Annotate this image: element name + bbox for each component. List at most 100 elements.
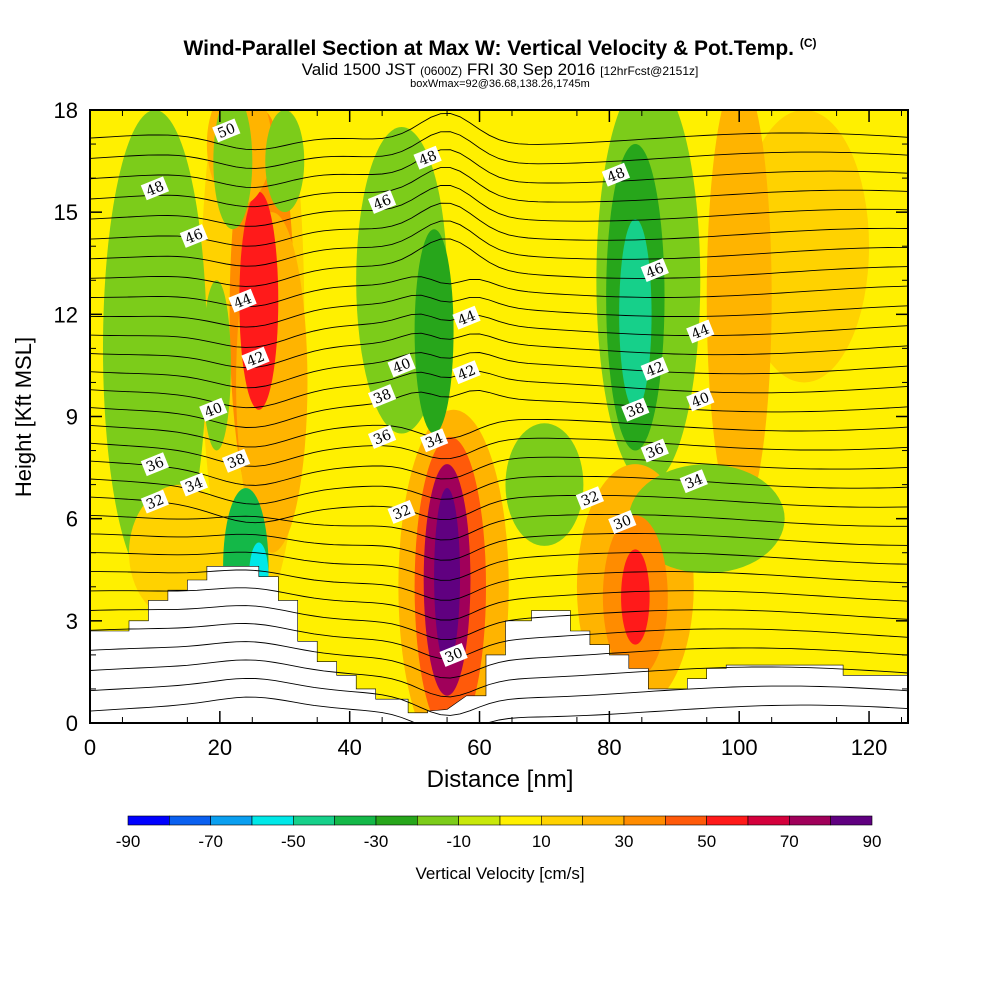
theta-label-text: 48 <box>605 165 628 187</box>
theta-label: 46 <box>179 224 209 248</box>
theta-label-box <box>140 452 170 477</box>
theta-label-text: 44 <box>689 322 712 344</box>
theta-label: 38 <box>621 397 650 422</box>
theta-isentrope <box>90 313 908 348</box>
w-cell <box>505 423 584 546</box>
chart-title-text: Wind-Parallel Section at Max W: Vertical… <box>183 37 794 60</box>
y-tick-label: 0 <box>66 711 78 736</box>
theta-isentrope <box>90 112 908 151</box>
colorbar-tick-label: 50 <box>697 832 716 851</box>
colorbar-swatch <box>334 815 377 826</box>
x-tick-label: 80 <box>597 735 621 760</box>
theta-label-text: 50 <box>215 121 238 143</box>
subtitle-valid-time: Valid 1500 JST <box>301 60 416 79</box>
theta-label-box <box>601 162 631 187</box>
theta-label-text: 48 <box>417 148 440 170</box>
theta-label: 32 <box>575 486 605 511</box>
theta-label-text: 34 <box>423 430 446 452</box>
theta-label-box <box>452 305 481 330</box>
y-tick-label: 6 <box>66 507 78 532</box>
theta-label-text: 48 <box>144 178 167 200</box>
theta-isentrope <box>90 220 908 267</box>
theta-label: 42 <box>241 346 270 371</box>
theta-label: 34 <box>419 428 449 453</box>
theta-label-text: 32 <box>144 492 167 514</box>
theta-isentrope <box>90 533 908 561</box>
theta-isentrope <box>90 149 908 188</box>
y-tick-label: 3 <box>66 609 78 634</box>
theta-isentrope <box>90 587 908 621</box>
x-tick-label: 60 <box>467 735 491 760</box>
theta-label-box <box>686 319 715 344</box>
w-cell <box>619 218 652 410</box>
chart-subtitle: Valid 1500 JST (0600Z) FRI 30 Sep 2016 [… <box>0 60 1000 80</box>
theta-label-text: 46 <box>183 226 206 248</box>
colorbar-swatch <box>210 815 253 826</box>
colorbar-swatch <box>375 815 418 826</box>
y-axis-label: Height [Kft MSL] <box>11 336 36 498</box>
x-tick-label: 20 <box>208 735 232 760</box>
theta-label-box <box>199 397 228 422</box>
theta-label: 34 <box>179 472 209 497</box>
theta-label-text: 36 <box>644 441 667 463</box>
theta-label-text: 40 <box>202 400 225 422</box>
theta-label-box <box>140 176 170 201</box>
theta-isentrope <box>90 131 908 169</box>
colorbar-swatch <box>665 815 707 826</box>
theta-isentrope <box>90 494 908 524</box>
theta-label-box <box>367 384 397 409</box>
theta-isentrope <box>90 418 908 448</box>
theta-label-box <box>640 356 669 381</box>
theta-label: 48 <box>601 162 631 187</box>
colorbar-swatch <box>417 815 459 826</box>
theta-isentrope <box>90 202 908 247</box>
theta-label: 50 <box>212 118 241 143</box>
theta-isentrope <box>90 332 908 369</box>
theta-label: 32 <box>387 499 416 524</box>
theta-label-text: 42 <box>245 349 268 371</box>
colorbar-swatch <box>251 815 294 826</box>
theta-label: 40 <box>199 397 228 422</box>
theta-label-text: 40 <box>391 356 414 378</box>
theta-label-box <box>387 353 416 378</box>
theta-label: 34 <box>679 469 708 494</box>
colorbar-tick-label: 90 <box>863 832 882 851</box>
theta-label-text: 34 <box>683 471 706 493</box>
x-tick-label: 120 <box>851 735 888 760</box>
theta-label-box <box>228 288 257 313</box>
theta-label: 46 <box>367 189 397 214</box>
w-cell <box>102 110 207 587</box>
colorbar-tick-label: -70 <box>198 832 223 851</box>
colorbar-swatch <box>169 815 211 826</box>
colorbar-swatch <box>582 815 625 826</box>
theta-label-box <box>452 360 481 385</box>
colorbar-swatch <box>706 815 749 826</box>
theta-label-text: 44 <box>456 308 479 330</box>
y-tick-label: 15 <box>54 200 78 225</box>
chart-title-mark: (C) <box>799 36 817 50</box>
theta-label-text: 42 <box>456 362 479 384</box>
w-cell <box>739 110 870 383</box>
theta-label-text: 46 <box>644 260 667 282</box>
chart-subtitle-2: boxWmax=92@36.68,138.26,1745m <box>410 78 590 90</box>
theta-label: 32 <box>140 489 170 514</box>
theta-isentrope <box>90 389 908 428</box>
colorbar-tick-label: -50 <box>281 832 306 851</box>
theta-isentrope <box>90 551 908 581</box>
y-tick-label: 12 <box>54 302 78 327</box>
colorbar-swatch <box>458 815 501 826</box>
colorbar-tick-label: -90 <box>116 832 141 851</box>
theta-label-box <box>640 258 669 283</box>
theta-label: 30 <box>439 642 468 667</box>
theta-label-box <box>608 510 637 535</box>
colorbar-swatch <box>541 815 583 826</box>
theta-isentrope <box>90 184 908 227</box>
theta-label-text: 36 <box>371 427 394 449</box>
theta-label-text: 36 <box>144 454 167 476</box>
theta-label: 44 <box>686 319 715 344</box>
theta-isentrope <box>90 659 908 698</box>
theta-isentrope <box>90 456 908 486</box>
theta-isentrope <box>90 294 908 328</box>
theta-isentrope <box>90 352 908 389</box>
